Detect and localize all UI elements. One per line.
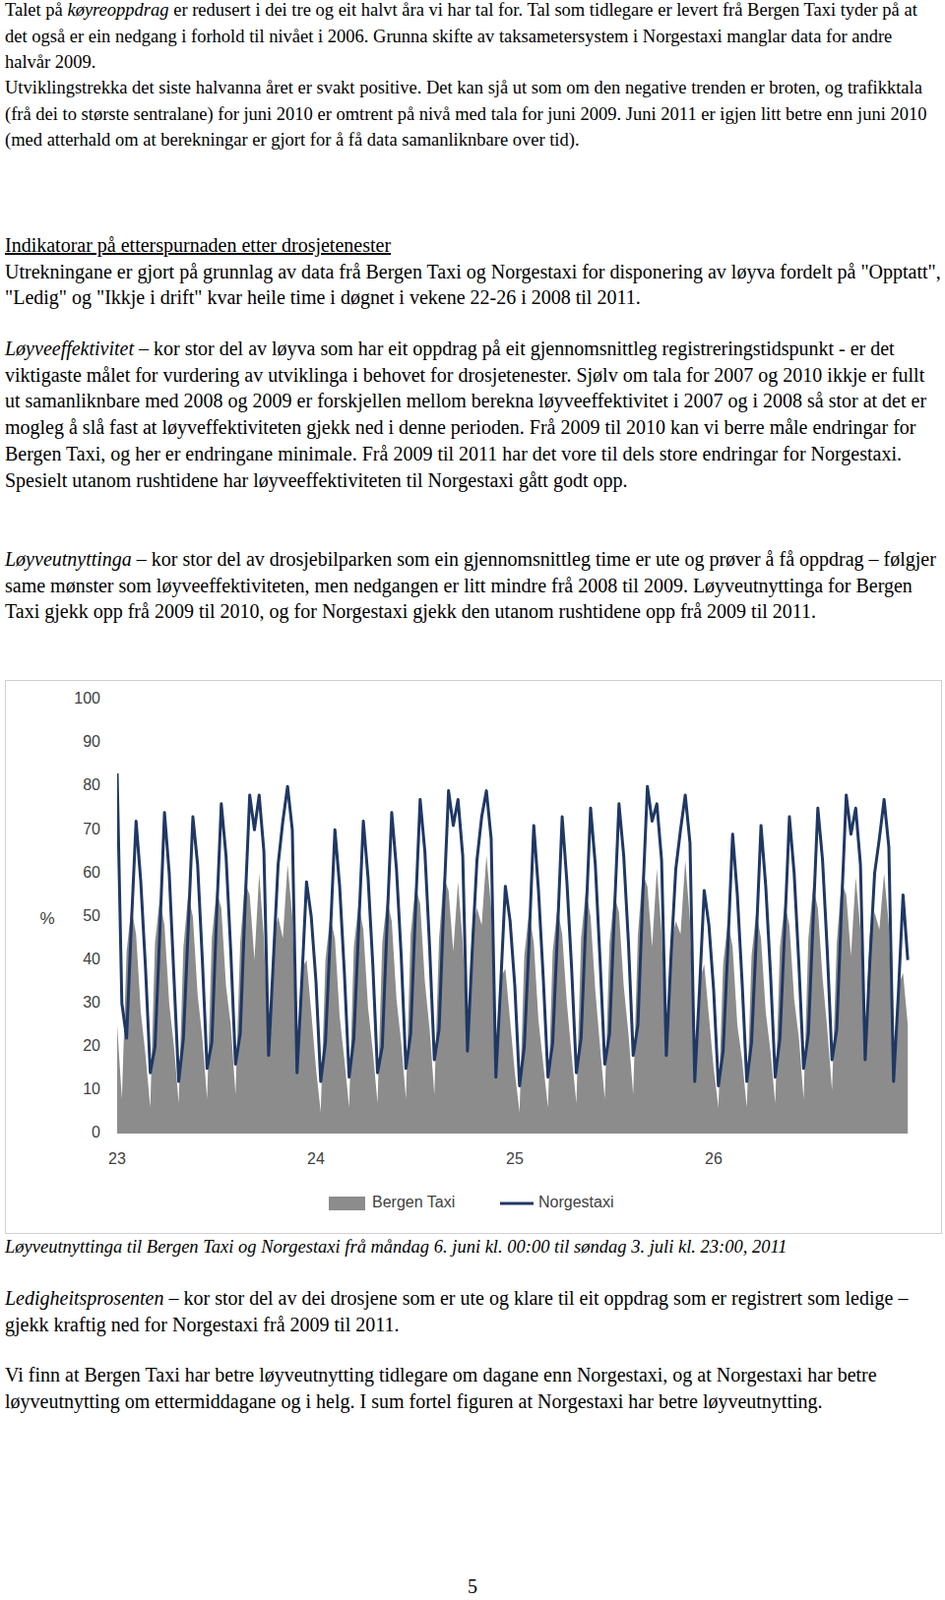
y-tick-label: 50	[82, 907, 101, 925]
text: Utrekningane er gjort på grunnlag av dat…	[4, 260, 942, 310]
y-tick-label: 90	[82, 733, 101, 751]
x-tick-label: 25	[505, 1150, 524, 1168]
page-number: 5	[0, 1575, 945, 1599]
x-tick-label: 26	[704, 1150, 723, 1168]
emphasis: Løyveutnyttinga	[4, 548, 132, 570]
y-tick-label: 70	[82, 820, 101, 838]
line-series	[117, 773, 908, 1087]
y-tick-label: 100	[73, 690, 101, 707]
legend-swatch	[328, 1197, 366, 1211]
chart: 0 10 20 30 40 50 60 70 80 90 100% 23 24 25 26 Bergen Ta…	[4, 680, 943, 1235]
y-tick-label: 60	[82, 864, 101, 882]
section-heading: Indikatorar på etterspurnaden etter dros…	[4, 232, 943, 259]
y-tick-label: 30	[82, 994, 101, 1011]
text: – kor stor del av drosjebilparken som ei…	[4, 548, 937, 623]
text: – kor stor del av løyva som har eit oppd…	[4, 337, 927, 492]
paragraph: Løyveeffektivitet – kor stor del av løyv…	[4, 335, 943, 494]
paragraph: Ledigheitsprosenten – kor stor del av de…	[4, 1285, 943, 1338]
paragraph: Utviklingstrekka det siste halvanna året…	[4, 74, 943, 154]
chart-frame	[5, 681, 943, 1235]
y-tick-label: 0	[91, 1124, 101, 1141]
paragraph: Talet på køyreoppdrag er redusert i dei …	[4, 0, 943, 76]
paragraph: Løyveutnyttinga – kor stor del av drosje…	[4, 546, 943, 626]
legend-swatch	[500, 1202, 534, 1206]
y-axis-label: %	[39, 909, 55, 929]
legend-label: Norgestaxi	[538, 1194, 614, 1211]
text: Talet på	[4, 0, 67, 20]
y-tick-label: 10	[82, 1080, 101, 1098]
emphasis: Løyveeffektivitet	[4, 337, 134, 360]
emphasis: køyreoppdrag	[66, 0, 169, 20]
y-tick-label: 80	[82, 776, 101, 794]
emphasis: Ledigheitsprosenten	[4, 1287, 164, 1310]
text: Utviklingstrekka det siste halvanna året…	[4, 77, 927, 150]
x-tick-label: 24	[307, 1150, 325, 1168]
text: Vi finn at Bergen Taxi har betre løyveut…	[4, 1364, 878, 1413]
x-tick-label: 23	[108, 1150, 126, 1168]
paragraph: Vi finn at Bergen Taxi har betre løyveut…	[4, 1362, 943, 1415]
legend-label: Bergen Taxi	[372, 1194, 455, 1211]
area-series	[117, 856, 908, 1134]
y-tick-label: 20	[82, 1037, 101, 1055]
caption: Løyveutnyttinga til Bergen Taxi og Norge…	[4, 1234, 943, 1260]
y-tick-label: 40	[82, 950, 101, 968]
paragraph: Indikatorar på etterspurnaden etter dros…	[4, 232, 943, 312]
plot-area	[117, 773, 908, 1134]
